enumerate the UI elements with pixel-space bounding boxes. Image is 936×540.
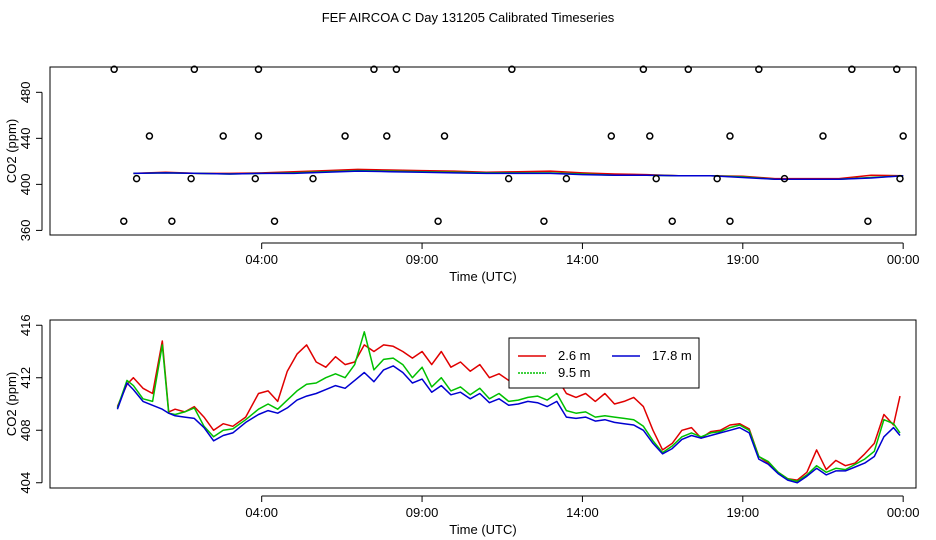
flag-point [848, 65, 856, 74]
bottom-y-axis-label: CO2 (ppm) [4, 372, 19, 436]
flag-point [726, 132, 734, 140]
flag-point [383, 132, 391, 140]
flag-point [864, 217, 872, 225]
page-title: FEF AIRCOA C Day 131205 Calibrated Times… [322, 10, 615, 25]
flag-point [893, 65, 901, 74]
flag-point [392, 65, 401, 74]
flag-point [639, 65, 648, 74]
top-panel: 04:00 09:00 14:00 19:00 00:00 360 400 440 480 T… [4, 65, 920, 284]
bot-x-tick-label: 19:00 [727, 505, 760, 520]
flag-point [341, 132, 349, 140]
flag-point [508, 65, 516, 74]
bot-series-9-5-mline [116, 331, 901, 483]
flag-point [896, 174, 904, 183]
bot-y-tick-label: 404 [18, 472, 33, 494]
bottom-plot-frame [49, 319, 917, 489]
flag-point [713, 174, 721, 183]
flag-point [755, 65, 763, 74]
flag-point [132, 174, 141, 183]
bottom-panel: 04:00 09:00 14:00 19:00 00:00 404 408 412 416 T… [4, 314, 919, 537]
top-x-tick-label: 04:00 [245, 252, 278, 267]
top-y-tick-label: 440 [18, 127, 33, 149]
flag-point [190, 65, 199, 74]
flag-point [607, 132, 616, 140]
legend-label-17-8m: 17.8 m [652, 348, 692, 363]
flag-point [168, 217, 176, 225]
flag-point [726, 217, 734, 225]
flag-point [668, 217, 676, 225]
bot-x-tick-label: 04:00 [245, 505, 278, 520]
bot-series-17-8-mline [116, 365, 901, 484]
bot-y-tick-label: 408 [18, 419, 33, 441]
bot-x-tick-label: 09:00 [406, 505, 439, 520]
top-y-tick-label: 480 [18, 81, 33, 103]
flag-point [504, 174, 513, 183]
top-series-17-8-mline [133, 170, 904, 180]
top-x-tick-label: 09:00 [406, 252, 439, 267]
bottom-y-axis: 404 408 412 416 [18, 314, 43, 494]
flag-point [219, 132, 227, 140]
top-x-tick-label: 14:00 [566, 252, 599, 267]
flag-point [652, 174, 660, 183]
top-plot-frame [49, 66, 917, 236]
flag-point [540, 217, 548, 225]
bot-y-tick-label: 416 [18, 314, 33, 336]
bot-x-tick-label: 00:00 [887, 505, 920, 520]
legend-label-9-5m: 9.5 m [558, 365, 591, 380]
flag-point [434, 217, 442, 225]
flag-point [120, 217, 128, 225]
flag-point [562, 174, 571, 183]
top-x-tick-label: 19:00 [727, 252, 760, 267]
top-y-tick-label: 400 [18, 174, 33, 196]
flag-point [110, 65, 118, 74]
legend-box [508, 337, 700, 389]
flag-point [819, 132, 827, 140]
top-x-axis: 04:00 09:00 14:00 19:00 00:00 [245, 242, 920, 267]
flag-point [684, 65, 693, 74]
top-y-axis-label: CO2 (ppm) [4, 119, 19, 183]
top-series-group [133, 168, 904, 180]
flag-point [251, 174, 260, 183]
bottom-x-axis: 04:00 09:00 14:00 19:00 00:00 [245, 495, 920, 520]
legend-label-2-6m: 2.6 m [558, 348, 591, 363]
top-flag-points [110, 65, 907, 225]
bottom-x-axis-label: Time (UTC) [449, 522, 516, 537]
flag-point [145, 132, 154, 140]
flag-point [254, 132, 263, 140]
flag-point [187, 174, 195, 183]
bot-y-tick-label: 412 [18, 367, 33, 389]
top-y-axis: 360 400 440 480 [18, 81, 43, 242]
flag-point [270, 217, 279, 225]
flag-point [899, 132, 907, 140]
flag-point [370, 65, 378, 74]
top-y-tick-label: 360 [18, 220, 33, 242]
top-x-tick-label: 00:00 [887, 252, 920, 267]
bot-x-tick-label: 14:00 [566, 505, 599, 520]
flag-point [254, 65, 263, 74]
flag-point [646, 132, 654, 140]
legend: 2.6 m 9.5 m 17.8 m [508, 337, 700, 389]
flag-point [780, 174, 789, 183]
flag-point [309, 174, 317, 183]
top-x-axis-label: Time (UTC) [449, 269, 516, 284]
flag-point [440, 132, 449, 140]
